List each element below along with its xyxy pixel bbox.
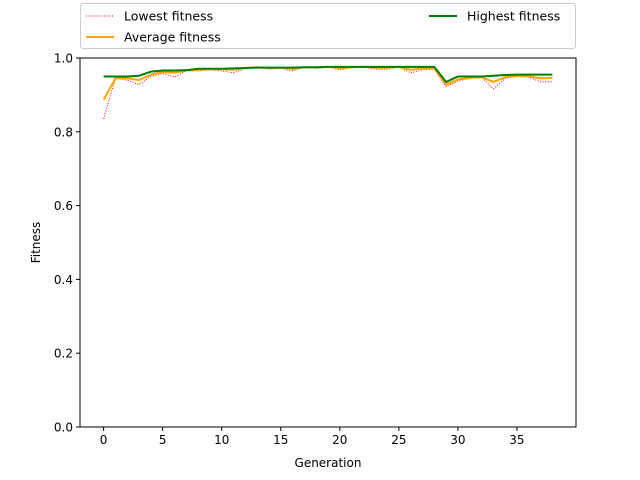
y-axis-label: Fitness [29,222,43,264]
x-tick-label: 30 [450,433,465,447]
x-tick-label: 0 [100,433,108,447]
legend-label-1: Lowest fitness [124,9,213,24]
x-tick-label: 35 [509,433,524,447]
y-tick-label: 0.8 [54,125,73,139]
x-axis-label: Generation [295,456,362,470]
axes-frame [79,57,577,428]
plot-area [102,65,553,120]
y-tick-label: 0.4 [54,273,73,287]
series-line-3 [103,65,553,83]
series-line-1 [103,66,553,120]
series-line-2 [102,65,553,101]
y-tick-label: 0.6 [54,199,73,213]
x-tick-label: 5 [159,433,167,447]
y-tick-label: 1.0 [54,52,73,66]
axes: 0 5 10 15 20 25 30 35 0.0 0.2 0.4 0.6 0.8 1.0 [54,52,577,447]
x-tick-label: 10 [214,433,229,447]
y-tick-label: 0.2 [54,347,73,361]
legend-box [80,3,576,49]
legend-label-2: Average fitness [124,30,221,45]
legend-label-3: Highest fitness [467,9,560,24]
x-tick-label: 15 [273,433,288,447]
y-tick-label: 0.0 [54,421,73,435]
x-tick-label: 25 [391,433,406,447]
x-tick-label: 20 [332,433,347,447]
legend: Lowest fitness Average fitness Highest fit… [80,3,576,49]
